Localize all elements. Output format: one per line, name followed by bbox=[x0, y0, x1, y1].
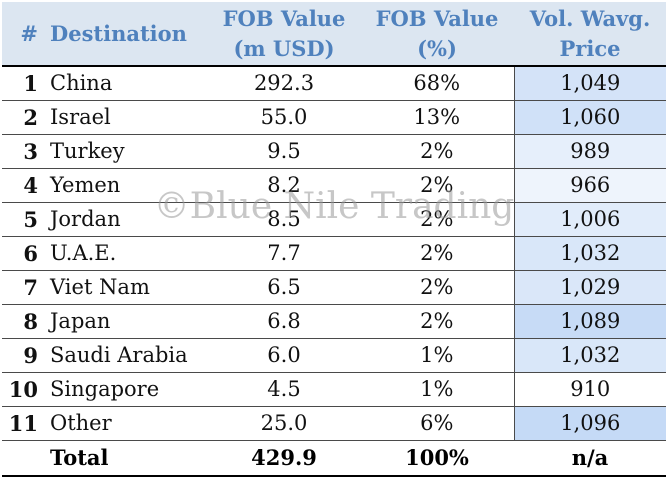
fob-pct-cell: 2% bbox=[420, 207, 454, 231]
fob-pct-cell: 2% bbox=[420, 139, 454, 163]
destination-cell: Singapore bbox=[50, 377, 160, 401]
fob-value-cell: 6.8 bbox=[267, 309, 301, 333]
destination-cell: Viet Nam bbox=[50, 275, 150, 299]
table-row: 1 China 292.3 68% 1,049 bbox=[2, 66, 666, 100]
price-cell: 1,096 bbox=[513, 406, 666, 440]
table-row: 5 Jordan 8.5 2% 1,006 bbox=[2, 202, 666, 236]
table-row: 9 Saudi Arabia 6.0 1% 1,032 bbox=[2, 338, 666, 372]
price-cell: 989 bbox=[513, 134, 666, 168]
header-rank: # bbox=[2, 2, 44, 66]
destination-cell: Japan bbox=[50, 309, 111, 333]
rank-cell: 6 bbox=[23, 240, 38, 266]
fob-value-cell: 4.5 bbox=[267, 377, 301, 401]
fob-pct-cell: 2% bbox=[420, 241, 454, 265]
price-cell: 1,032 bbox=[513, 236, 666, 270]
table-row: 10 Singapore 4.5 1% 910 bbox=[2, 372, 666, 406]
total-row: Total 429.9 100% n/a bbox=[2, 440, 666, 476]
destination-cell: Other bbox=[50, 411, 112, 435]
table-row: 3 Turkey 9.5 2% 989 bbox=[2, 134, 666, 168]
total-rank-cell bbox=[2, 440, 44, 476]
table-body: 1 China 292.3 68% 1,049 2 Israel 55.0 13% 1,060 3 T… bbox=[2, 66, 666, 440]
fob-value-cell: 55.0 bbox=[260, 105, 308, 129]
table-row: 7 Viet Nam 6.5 2% 1,029 bbox=[2, 270, 666, 304]
fob-pct-cell: 2% bbox=[420, 173, 454, 197]
destination-cell: Israel bbox=[50, 105, 111, 129]
rank-cell: 2 bbox=[23, 104, 38, 130]
fob-pct-cell: 68% bbox=[413, 71, 461, 96]
rank-cell: 4 bbox=[23, 172, 38, 198]
header-fob-pct-line1: FOB Value bbox=[375, 5, 499, 31]
destination-cell: Turkey bbox=[50, 139, 125, 163]
fob-value-cell: 6.0 bbox=[267, 343, 301, 367]
total-label: Total bbox=[50, 445, 109, 471]
price-cell: 1,060 bbox=[513, 100, 666, 134]
rank-cell: 3 bbox=[23, 138, 38, 164]
header-fob-value: FOB Value (m USD) bbox=[208, 2, 360, 66]
table-row: 4 Yemen 8.2 2% 966 bbox=[2, 168, 666, 202]
header-fob-pct: FOB Value (%) bbox=[360, 2, 514, 66]
header-price-line2: Price bbox=[559, 35, 621, 61]
fob-pct-cell: 2% bbox=[420, 275, 454, 299]
header-price: Vol. Wavg. Price bbox=[514, 2, 666, 66]
price-cell: 1,049 bbox=[513, 66, 666, 100]
price-cell: 1,089 bbox=[513, 304, 666, 338]
fob-pct-cell: 13% bbox=[413, 105, 461, 129]
price-cell: 910 bbox=[513, 372, 666, 406]
fob-value-cell: 25.0 bbox=[260, 411, 308, 435]
price-cell: 966 bbox=[513, 168, 666, 202]
destination-cell: China bbox=[50, 71, 113, 96]
fob-pct-cell: 1% bbox=[420, 377, 454, 401]
rank-cell: 5 bbox=[23, 206, 38, 232]
table-header-row: # Destination FOB Value (m USD) FOB Valu… bbox=[2, 2, 666, 66]
header-fob-value-line2: (m USD) bbox=[233, 35, 335, 61]
rank-cell: 7 bbox=[23, 274, 38, 300]
total-fob-value: 429.9 bbox=[251, 445, 317, 471]
rank-cell: 10 bbox=[8, 376, 38, 402]
destination-cell: Yemen bbox=[50, 173, 121, 197]
header-destination: Destination bbox=[44, 2, 208, 66]
fob-value-cell: 8.2 bbox=[267, 173, 301, 197]
fob-value-cell: 9.5 bbox=[267, 139, 301, 163]
destination-cell: U.A.E. bbox=[50, 241, 117, 265]
table-row: 11 Other 25.0 6% 1,096 bbox=[2, 406, 666, 440]
rank-cell: 11 bbox=[8, 410, 38, 436]
header-price-line1: Vol. Wavg. bbox=[529, 5, 651, 31]
total-price: n/a bbox=[571, 445, 609, 471]
header-fob-pct-line2: (%) bbox=[417, 35, 457, 61]
fob-value-cell: 6.5 bbox=[267, 275, 301, 299]
fob-pct-cell: 1% bbox=[420, 343, 454, 367]
rank-cell: 8 bbox=[23, 308, 38, 334]
destination-cell: Jordan bbox=[50, 207, 121, 231]
table-row: 6 U.A.E. 7.7 2% 1,032 bbox=[2, 236, 666, 270]
table-row: 8 Japan 6.8 2% 1,089 bbox=[2, 304, 666, 338]
total-fob-pct: 100% bbox=[405, 445, 469, 471]
price-cell: 1,032 bbox=[513, 338, 666, 372]
rank-cell: 9 bbox=[23, 342, 38, 368]
destination-cell: Saudi Arabia bbox=[50, 343, 188, 367]
fob-pct-cell: 2% bbox=[420, 309, 454, 333]
fob-value-cell: 292.3 bbox=[253, 71, 315, 96]
rank-cell: 1 bbox=[23, 70, 38, 96]
fob-pct-cell: 6% bbox=[420, 411, 454, 435]
fob-value-cell: 7.7 bbox=[267, 241, 301, 265]
table-row: 2 Israel 55.0 13% 1,060 bbox=[2, 100, 666, 134]
price-cell: 1,006 bbox=[513, 202, 666, 236]
fob-value-cell: 8.5 bbox=[267, 207, 301, 231]
price-cell: 1,029 bbox=[513, 270, 666, 304]
header-fob-value-line1: FOB Value bbox=[222, 5, 346, 31]
